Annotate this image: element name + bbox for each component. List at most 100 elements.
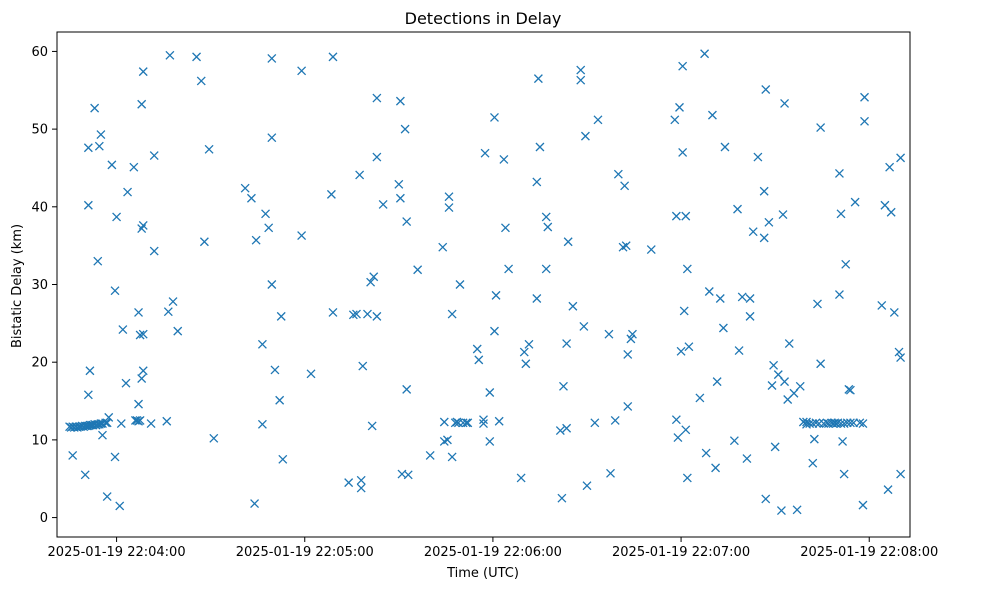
data-point bbox=[204, 144, 214, 154]
data-point bbox=[679, 306, 689, 316]
data-point bbox=[257, 419, 267, 429]
y-tick-label: 60 bbox=[31, 45, 48, 60]
data-point bbox=[372, 93, 382, 103]
data-point bbox=[494, 416, 504, 426]
data-point bbox=[480, 148, 490, 158]
data-point bbox=[104, 412, 114, 422]
data-point bbox=[593, 115, 603, 125]
data-point bbox=[795, 381, 805, 391]
data-point bbox=[149, 246, 159, 256]
data-point bbox=[107, 160, 117, 170]
y-tick-label: 50 bbox=[31, 123, 48, 138]
data-point bbox=[246, 193, 256, 203]
data-point bbox=[889, 308, 899, 317]
data-point bbox=[306, 369, 316, 379]
data-point bbox=[682, 473, 692, 483]
data-point bbox=[533, 74, 543, 84]
data-point bbox=[490, 326, 499, 336]
data-point bbox=[678, 147, 688, 157]
data-point bbox=[733, 204, 742, 214]
data-point bbox=[402, 384, 412, 394]
data-point bbox=[563, 237, 573, 247]
data-point bbox=[842, 418, 852, 428]
data-point bbox=[110, 452, 120, 462]
data-point bbox=[358, 361, 368, 371]
chart-title: Detections in Delay bbox=[405, 9, 562, 28]
data-point bbox=[808, 458, 818, 468]
data-point bbox=[363, 309, 372, 319]
data-point bbox=[267, 53, 277, 63]
data-point bbox=[524, 339, 534, 349]
data-point bbox=[372, 152, 382, 162]
data-point bbox=[623, 349, 633, 359]
data-point bbox=[98, 430, 107, 440]
data-point bbox=[474, 355, 484, 365]
data-point bbox=[720, 142, 730, 152]
data-point bbox=[479, 415, 488, 425]
data-point bbox=[400, 124, 410, 134]
data-point bbox=[472, 344, 482, 354]
data-point bbox=[761, 494, 771, 504]
data-point bbox=[413, 265, 423, 275]
data-point bbox=[270, 365, 280, 375]
data-point bbox=[425, 450, 435, 460]
data-point bbox=[394, 179, 404, 189]
y-axis-label: Bistatic Delay (km) bbox=[10, 224, 25, 348]
data-point bbox=[590, 418, 600, 428]
data-point bbox=[134, 308, 143, 317]
data-point bbox=[673, 433, 683, 443]
data-point bbox=[402, 217, 412, 227]
data-point bbox=[780, 377, 790, 387]
data-point bbox=[769, 360, 779, 370]
data-point bbox=[504, 264, 514, 274]
data-point bbox=[604, 329, 614, 339]
data-point bbox=[138, 220, 148, 230]
data-point bbox=[137, 374, 147, 383]
data-point bbox=[682, 264, 692, 274]
data-point bbox=[681, 211, 691, 221]
data-point bbox=[850, 197, 860, 207]
data-point bbox=[816, 359, 826, 369]
data-point bbox=[267, 133, 277, 143]
data-point bbox=[80, 470, 90, 480]
data-point bbox=[438, 242, 448, 252]
data-point bbox=[196, 76, 206, 86]
data-point bbox=[138, 366, 148, 376]
data-series bbox=[65, 49, 906, 516]
data-point bbox=[675, 102, 684, 112]
data-point bbox=[704, 287, 714, 296]
data-point bbox=[813, 299, 822, 309]
data-point bbox=[116, 419, 126, 429]
data-point bbox=[543, 222, 553, 232]
data-point bbox=[129, 162, 139, 172]
data-point bbox=[355, 170, 365, 180]
data-point bbox=[811, 418, 821, 428]
data-point bbox=[326, 189, 336, 199]
data-point bbox=[894, 347, 904, 357]
data-point bbox=[678, 61, 688, 71]
data-point bbox=[838, 436, 848, 446]
data-point bbox=[344, 478, 354, 488]
data-point bbox=[137, 99, 147, 109]
data-point bbox=[808, 419, 818, 429]
data-point bbox=[896, 153, 906, 163]
data-point bbox=[628, 329, 637, 339]
x-tick-label: 2025-01-19 22:08:00 bbox=[800, 545, 938, 560]
y-axis: 0 10 20 30 40 50 60 bbox=[31, 45, 57, 526]
data-point bbox=[491, 290, 501, 300]
data-point bbox=[101, 418, 111, 428]
data-point bbox=[770, 442, 780, 452]
data-point bbox=[845, 385, 855, 395]
y-tick-label: 40 bbox=[31, 200, 48, 215]
data-point bbox=[251, 235, 261, 245]
data-point bbox=[671, 415, 681, 425]
data-point bbox=[737, 292, 747, 302]
data-point bbox=[555, 426, 565, 436]
data-point bbox=[759, 186, 769, 196]
data-point bbox=[684, 342, 694, 352]
data-point bbox=[356, 483, 366, 493]
data-point bbox=[199, 237, 209, 247]
data-point bbox=[102, 418, 112, 428]
data-point bbox=[883, 485, 893, 495]
